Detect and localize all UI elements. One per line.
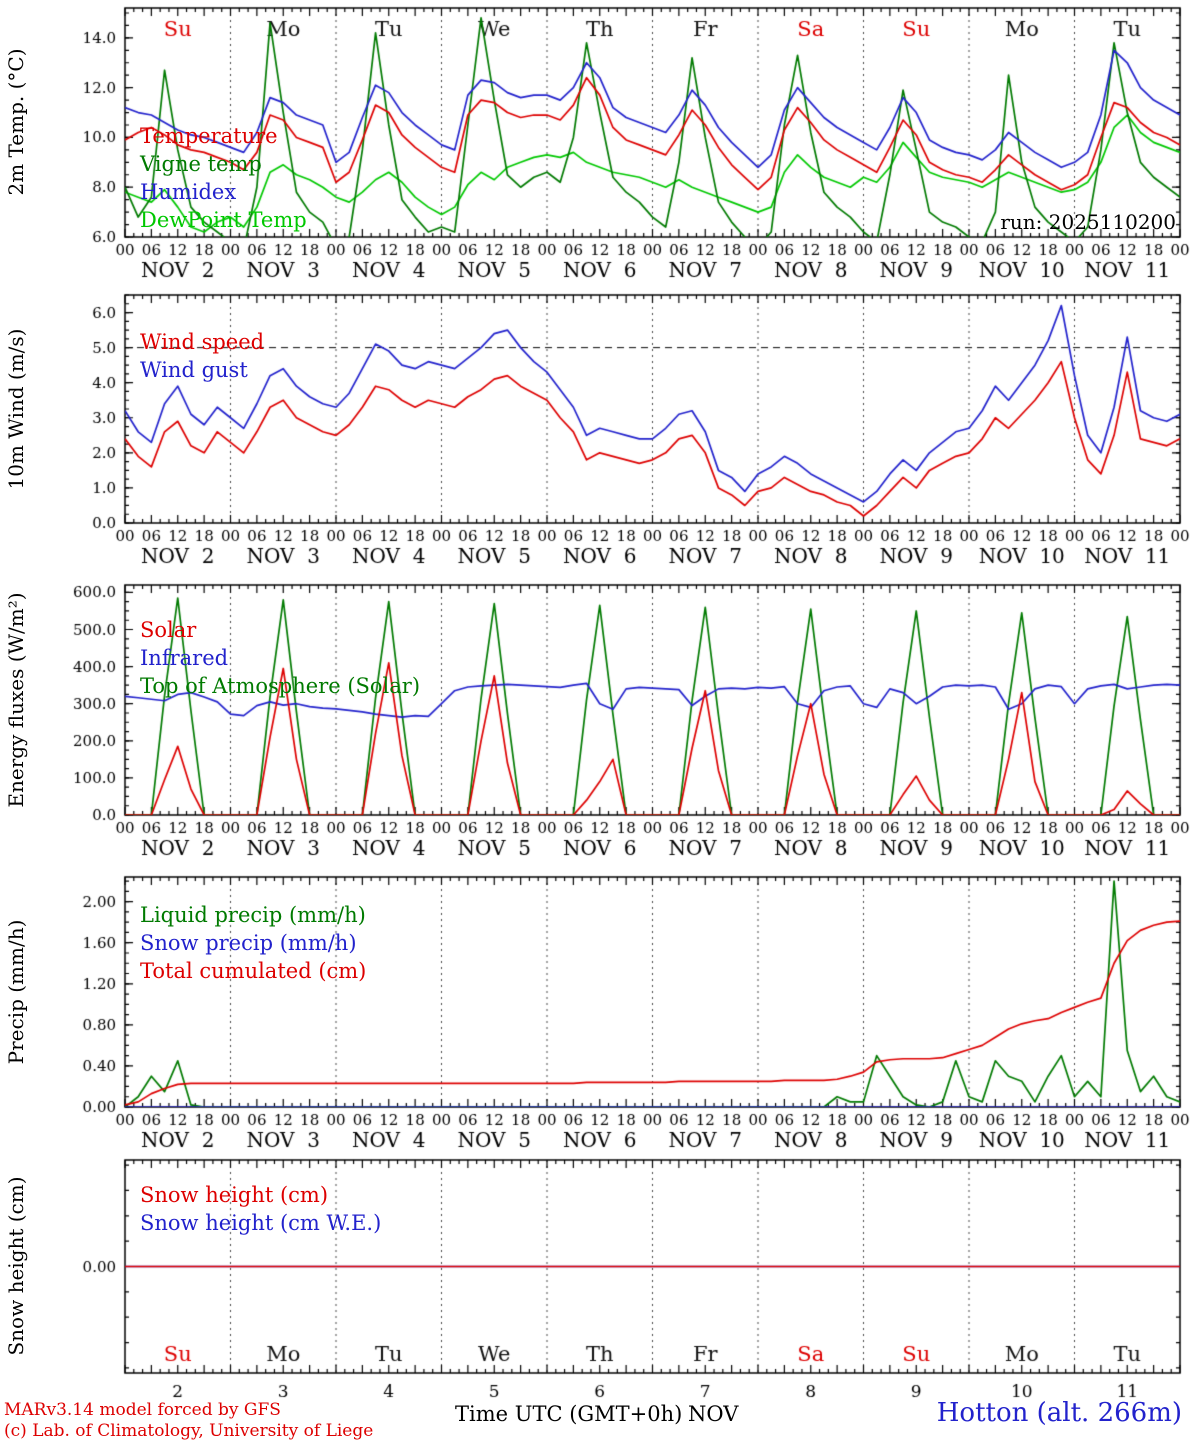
y-axis-label-energy: Energy fluxes (W/m²) (4, 592, 28, 808)
legend-vigne-temp: Vigne temp (140, 152, 262, 176)
y-axis-label-temperature: 2m Temp. (°C) (4, 48, 28, 196)
legend-temperature: Temperature (140, 124, 278, 148)
legend-snow-precip: Snow precip (mm/h) (140, 931, 357, 955)
legend-dewpoint-temp: DewPoint Temp (140, 208, 307, 232)
legend-solar: Solar (140, 618, 197, 642)
legend-wind-gust: Wind gust (140, 358, 248, 382)
y-axis-label-wind: 10m Wind (m/s) (4, 328, 28, 490)
legend-snow-height: Snow height (cm) (140, 1183, 329, 1207)
y-axis-label-snow: Snow height (cm) (4, 1176, 28, 1356)
legend-humidex: Humidex (140, 180, 237, 204)
legend-toa-solar: Top of Atmosphere (Solar) (140, 674, 421, 698)
credit-line-2: (c) Lab. of Climatology, University of L… (4, 1421, 374, 1441)
credit-line-1: MARv3.14 model forced by GFS (4, 1400, 281, 1420)
time-axis-title: Time UTC (GMT+0h) (455, 1402, 683, 1426)
legend-infrared: Infrared (140, 646, 229, 670)
legend-wind-speed: Wind speed (140, 330, 265, 354)
run-label: run: 2025110200 (1000, 210, 1176, 234)
legend-liquid-precip: Liquid precip (mm/h) (140, 903, 366, 927)
legend-snow-height-we: Snow height (cm W.E.) (140, 1211, 382, 1235)
y-axis-label-precip: Precip (mm/h) (4, 919, 28, 1065)
month-label-bottom: NOV (688, 1402, 739, 1426)
station-label: Hotton (alt. 266m) (936, 1398, 1182, 1428)
legend-total-cumulated: Total cumulated (cm) (140, 959, 367, 983)
